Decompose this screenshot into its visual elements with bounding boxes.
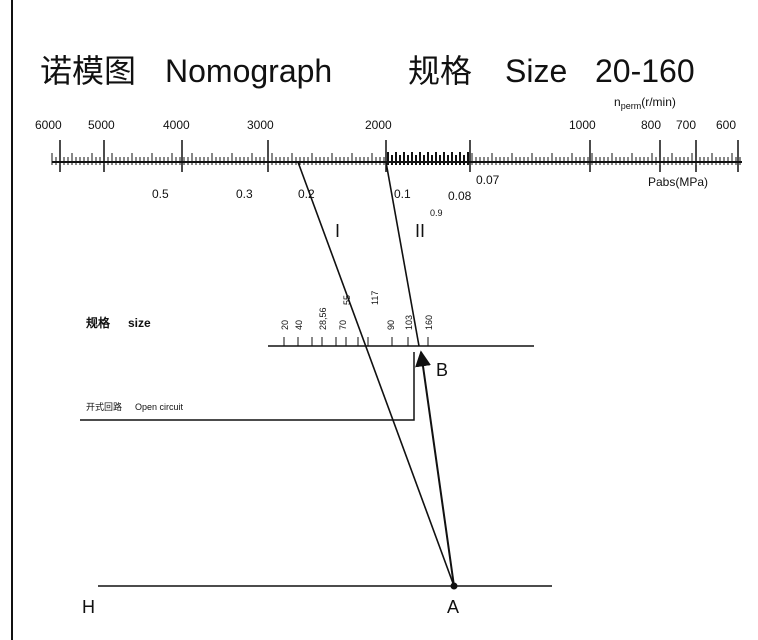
speed-tick-label: 6000 bbox=[35, 118, 62, 132]
speed-tick-label: 700 bbox=[676, 118, 696, 132]
size-value-labels: 20 40 28,56 55 70 117 90 103 160 bbox=[280, 291, 434, 330]
speed-tick-label: 600 bbox=[716, 118, 736, 132]
line-label-II: II bbox=[415, 221, 425, 241]
size-ticks bbox=[283, 337, 429, 346]
size-value: 20 bbox=[280, 320, 290, 330]
speed-tick-label: 4000 bbox=[163, 118, 190, 132]
title-cn: 诺模图 bbox=[40, 53, 136, 89]
size-value: 103 bbox=[404, 315, 414, 330]
title-size-range: 20-160 bbox=[595, 53, 695, 89]
title-size-cn: 规格 bbox=[408, 53, 472, 89]
speed-pressure-scale bbox=[51, 140, 742, 172]
point-H-label: H bbox=[82, 597, 95, 617]
size-value: 70 bbox=[338, 320, 348, 330]
title-size-en: Size bbox=[505, 53, 567, 89]
speed-tick-label: 5000 bbox=[88, 118, 115, 132]
line-label-I: I bbox=[335, 221, 340, 241]
open-circuit-cn: 开式回路 bbox=[86, 401, 122, 412]
title-en: Nomograph bbox=[165, 53, 332, 89]
size-value: 90 bbox=[386, 320, 396, 330]
pressure-tick-label: 0.9 bbox=[430, 208, 443, 218]
point-A-dot bbox=[450, 582, 458, 590]
size-value: 117 bbox=[370, 291, 380, 305]
pressure-tick-label: 0.3 bbox=[236, 187, 253, 201]
size-label-en: size bbox=[128, 316, 151, 330]
speed-tick-labels: 6000 5000 4000 3000 2000 1000 800 700 60… bbox=[35, 118, 736, 132]
speed-tick-label: 2000 bbox=[365, 118, 392, 132]
speed-tick-label: 3000 bbox=[247, 118, 274, 132]
arrow-A-to-B bbox=[415, 350, 455, 587]
pressure-tick-label: 0.1 bbox=[394, 187, 411, 201]
construction-line-II bbox=[385, 161, 420, 347]
speed-scale-label: nperm(r/min) bbox=[614, 95, 676, 111]
open-circuit-line bbox=[80, 352, 415, 421]
pressure-scale-label: Pabs(MPa) bbox=[648, 175, 708, 189]
size-value: 40 bbox=[294, 320, 304, 330]
open-circuit-en: Open circuit bbox=[135, 402, 184, 412]
speed-tick-label: 1000 bbox=[569, 118, 596, 132]
size-value: 160 bbox=[424, 315, 434, 330]
size-label-cn: 规格 bbox=[86, 315, 111, 330]
point-A-label: A bbox=[447, 597, 459, 617]
size-value: 55 bbox=[342, 295, 352, 305]
pressure-tick-label: 0.5 bbox=[152, 187, 169, 201]
speed-tick-label: 800 bbox=[641, 118, 661, 132]
construction-line-I bbox=[297, 161, 455, 587]
pressure-tick-labels: 0.5 0.3 0.2 0.1 0.08 0.07 0.9 Pabs(MPa) bbox=[152, 173, 708, 218]
pressure-tick-label: 0.07 bbox=[476, 173, 500, 187]
pressure-tick-label: 0.08 bbox=[448, 189, 472, 203]
point-B-label: B bbox=[436, 360, 448, 380]
pressure-tick-label: 0.2 bbox=[298, 187, 315, 201]
size-value: 28,56 bbox=[318, 307, 328, 330]
